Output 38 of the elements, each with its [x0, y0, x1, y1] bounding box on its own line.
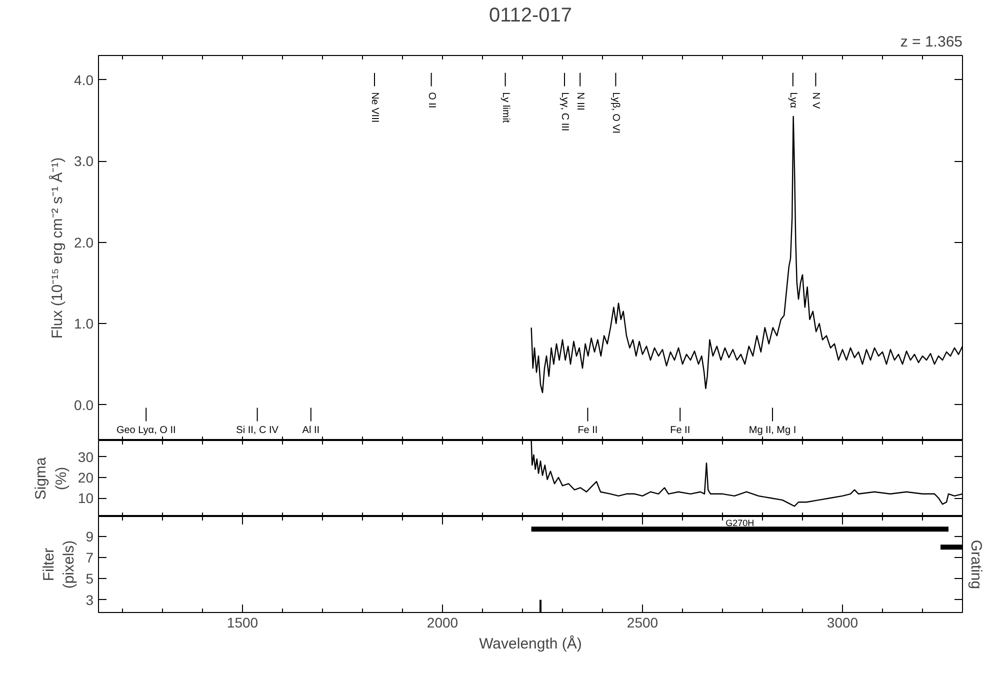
chart-title: 0112-017 — [488, 4, 572, 26]
x-tick-label: 2000 — [426, 614, 458, 630]
x-tick-label: 1500 — [226, 614, 258, 630]
ref-line-label: Ly limit — [500, 92, 511, 124]
y-tick-label: 10 — [78, 490, 94, 506]
ref-line-label: Ne VIII — [369, 92, 380, 123]
y-axis-title: Flux (10⁻¹⁵ erg cm⁻² s⁻¹ Å⁻¹) — [48, 157, 66, 339]
ref-line-label: Mg II, Mg I — [748, 425, 796, 436]
ref-line-label: Lyγ, C III — [559, 92, 570, 132]
x-tick-label: 3000 — [826, 614, 858, 630]
y-tick-label: 20 — [78, 469, 94, 486]
ref-line-label: Geo Lyα, O II — [116, 425, 176, 436]
chart-subtitle: z = 1.365 — [900, 34, 963, 50]
y2-axis-title: Grating — [968, 540, 984, 590]
y-tick-label: 30 — [78, 448, 94, 465]
y-tick-label: 9 — [86, 528, 94, 545]
y-tick-label: 0.0 — [74, 396, 94, 413]
ref-line-label: Si II, C IV — [236, 425, 279, 436]
y-tick-label: 5 — [86, 570, 94, 587]
ref-line-label: O II — [426, 92, 437, 108]
series-label: G270H — [726, 518, 754, 528]
x-axis-title: Wavelength (Å) — [479, 634, 582, 652]
y-tick-label: 4.0 — [74, 72, 94, 88]
ref-line-label: Lyβ, O VI — [610, 92, 622, 134]
ref-line-label: N V — [810, 92, 822, 110]
x-tick-label: 2500 — [626, 614, 658, 630]
y-tick-label: 2.0 — [74, 234, 94, 250]
ref-line-label: N III — [574, 92, 586, 110]
y-tick-label: 7 — [86, 550, 94, 566]
y-axis-title: Filter (pixels) — [40, 540, 78, 589]
ref-line-label: Lyα — [787, 92, 798, 108]
y-tick-label: 3.0 — [74, 153, 94, 170]
y-tick-label: 3 — [86, 592, 94, 608]
ref-line-label: Fe II — [670, 425, 690, 436]
y-tick-label: 1.0 — [74, 316, 94, 332]
y-axis-title: Sigma (%) — [32, 456, 70, 500]
ref-line-label: Al II — [302, 425, 320, 436]
ref-line-label: Fe II — [578, 425, 598, 436]
